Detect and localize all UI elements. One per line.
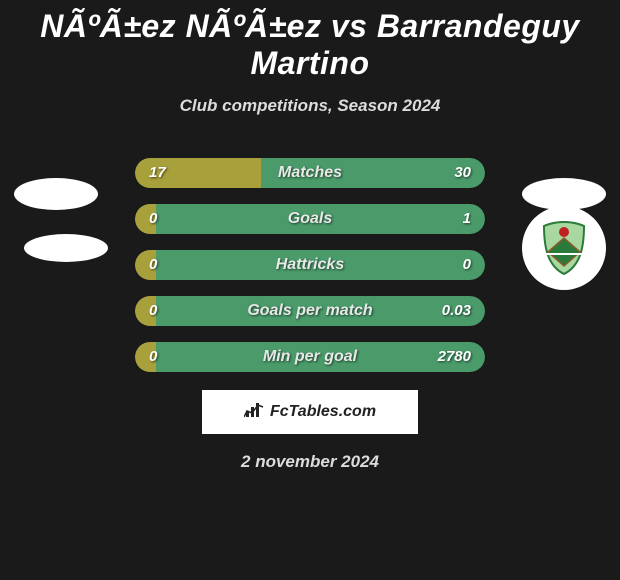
stat-row: 00Hattricks xyxy=(0,250,620,280)
stat-bar: 00Hattricks xyxy=(135,250,485,280)
stat-row: 02780Min per goal xyxy=(0,342,620,372)
stat-bar: 1730Matches xyxy=(135,158,485,188)
stat-label: Matches xyxy=(135,158,485,188)
stat-label: Goals xyxy=(135,204,485,234)
footer-brand-text: FcTables.com xyxy=(270,403,376,421)
stat-row: 1730Matches xyxy=(0,158,620,188)
stat-label: Goals per match xyxy=(135,296,485,326)
stat-bar: 00.03Goals per match xyxy=(135,296,485,326)
stat-bar: 01Goals xyxy=(135,204,485,234)
stat-label: Min per goal xyxy=(135,342,485,372)
stat-label: Hattricks xyxy=(135,250,485,280)
stat-bar: 02780Min per goal xyxy=(135,342,485,372)
bar-chart-icon xyxy=(244,401,264,424)
page-title: NÃºÃ±ez NÃºÃ±ez vs Barrandeguy Martino xyxy=(0,0,620,82)
stat-row: 00.03Goals per match xyxy=(0,296,620,326)
footer-brand-card[interactable]: FcTables.com xyxy=(202,390,418,434)
stat-row: 01Goals xyxy=(0,204,620,234)
page-subtitle: Club competitions, Season 2024 xyxy=(0,96,620,116)
comparison-chart: 1730Matches 01Goals 00Hattricks 00.03Goals … xyxy=(0,158,620,372)
footer-date: 2 november 2024 xyxy=(0,452,620,472)
